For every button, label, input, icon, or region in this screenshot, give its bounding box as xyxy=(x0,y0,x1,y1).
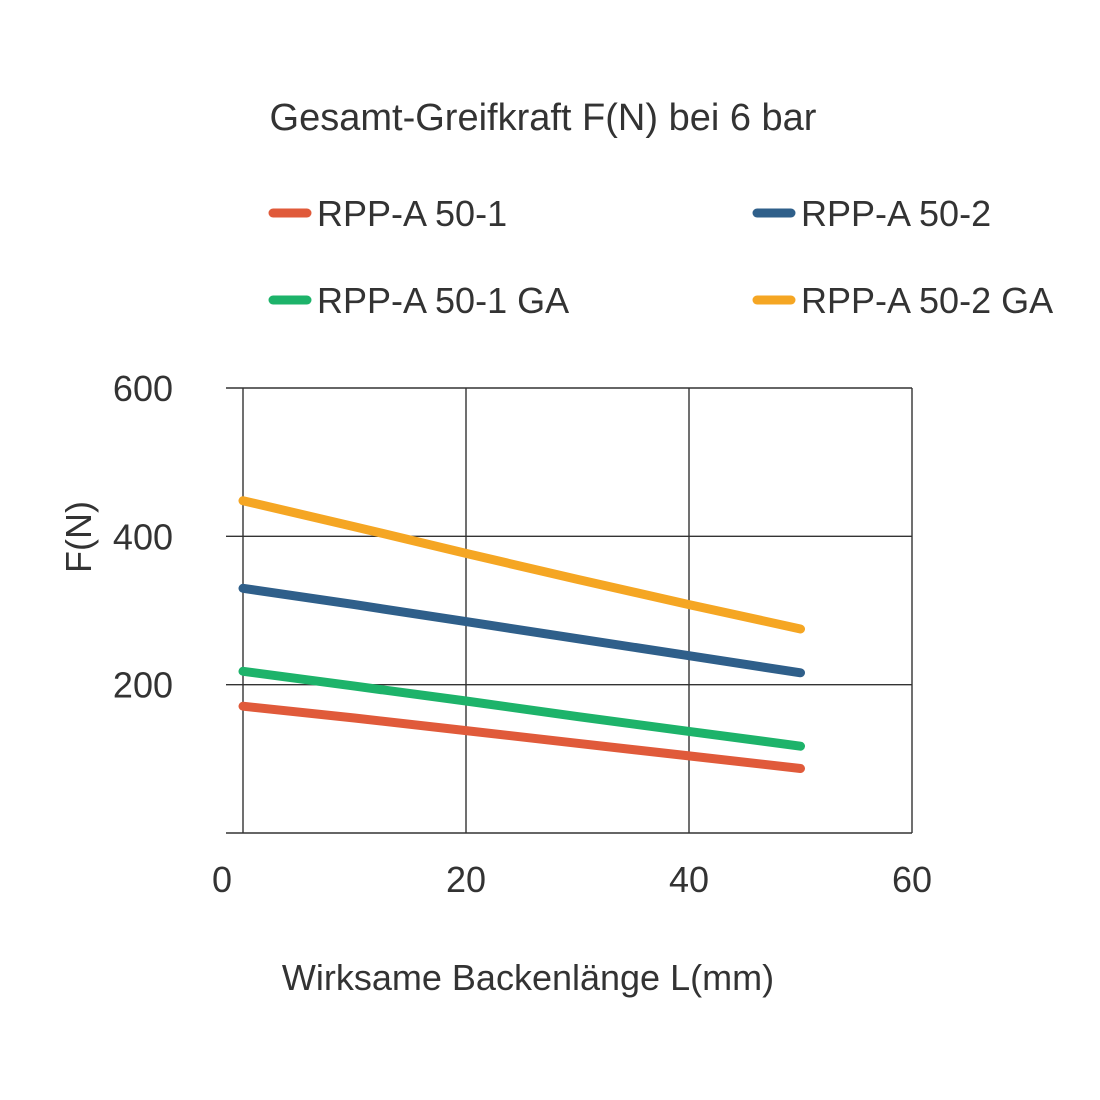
y-tick-label: 200 xyxy=(113,665,173,706)
y-tick-label: 600 xyxy=(113,368,173,409)
x-tick-label: 40 xyxy=(669,859,709,900)
legend-label: RPP-A 50-1 GA xyxy=(317,280,569,321)
chart-title: Gesamt-Greifkraft F(N) bei 6 bar xyxy=(270,97,817,139)
x-tick-label: 0 xyxy=(212,859,232,900)
y-axis-label: F(N) xyxy=(58,501,99,573)
legend-label: RPP-A 50-1 xyxy=(317,193,507,234)
series-line-2 xyxy=(238,583,805,678)
series-line-4 xyxy=(238,496,805,634)
series-line-1 xyxy=(238,701,805,773)
legend: RPP-A 50-1 RPP-A 50-2 RPP-A 50-1 GA RPP-A 5… xyxy=(268,193,1053,321)
grid xyxy=(226,387,913,834)
x-axis-label: Wirksame Backenlänge L(mm) xyxy=(282,957,774,998)
legend-item-1: RPP-A 50-1 xyxy=(268,193,507,234)
legend-item-4: RPP-A 50-2 GA xyxy=(752,280,1053,321)
series-line-3 xyxy=(238,666,805,751)
legend-item-3: RPP-A 50-1 GA xyxy=(268,280,569,321)
series-lines xyxy=(238,496,805,773)
legend-item-2: RPP-A 50-2 xyxy=(752,193,991,234)
legend-label: RPP-A 50-2 xyxy=(801,193,991,234)
y-tick-label: 400 xyxy=(113,516,173,557)
legend-label: RPP-A 50-2 GA xyxy=(801,280,1053,321)
x-tick-label: 20 xyxy=(446,859,486,900)
axis-ticks: 200 400 600 0 20 40 60 xyxy=(113,368,932,900)
x-tick-label: 60 xyxy=(892,859,932,900)
